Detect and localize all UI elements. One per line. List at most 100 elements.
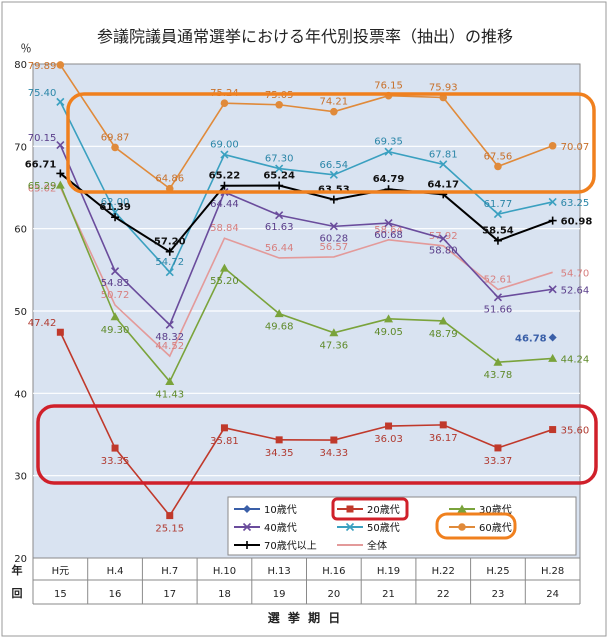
x-axis-label: 選 挙 期 日 [268, 610, 343, 625]
row-label-session: 回 [12, 586, 23, 600]
data-point [494, 162, 502, 171]
marker-square [56, 328, 64, 336]
y-tick-label: 60 [14, 225, 27, 236]
data-point [275, 211, 284, 220]
data-label: 62.00 [101, 197, 130, 208]
marker-x-b [439, 234, 448, 243]
marker-triangle [548, 353, 558, 362]
data-label: 69.35 [374, 137, 403, 148]
data-label: 47.36 [320, 341, 349, 352]
data-label: 33.37 [484, 456, 513, 467]
data-point [329, 170, 338, 179]
marker-circle [458, 523, 466, 531]
legend-label: 40歳代 [264, 522, 297, 534]
data-label: 70.15 [28, 133, 57, 144]
data-point [56, 328, 64, 336]
data-label: 60.28 [320, 233, 349, 244]
data-point [56, 97, 65, 106]
legend-label: 50歳代 [367, 522, 400, 534]
data-label: 54.72 [155, 257, 184, 268]
marker-x-b [439, 160, 448, 169]
data-label: 33.35 [101, 456, 130, 467]
data-label: 57.92 [429, 231, 458, 242]
marker-x-b [275, 164, 284, 173]
data-label: 55.20 [210, 276, 239, 287]
marker-x-b [220, 150, 229, 159]
data-point [165, 247, 174, 256]
data-label: 75.40 [28, 88, 57, 99]
legend-label: 20歳代 [367, 504, 400, 516]
data-label: 44.52 [155, 341, 184, 352]
legend-marker [243, 541, 251, 549]
marker-square [439, 421, 447, 429]
data-label: 54.83 [101, 278, 130, 289]
data-label: 63.53 [318, 185, 350, 196]
marker-square [385, 422, 393, 430]
data-label: 47.42 [28, 318, 57, 329]
data-point [548, 285, 557, 294]
data-point [219, 263, 229, 272]
x-tick-label: H.4 [107, 566, 124, 577]
data-point [166, 512, 174, 520]
data-label: 74.21 [320, 97, 349, 108]
x-tick-label: H.16 [322, 566, 345, 577]
data-label: 50.72 [101, 290, 130, 301]
data-label: 51.66 [484, 304, 513, 315]
data-label: 44.24 [561, 354, 590, 365]
data-label: 61.63 [265, 222, 294, 233]
data-label: 35.81 [210, 436, 239, 447]
marker-x-b [548, 197, 557, 206]
data-label: 65.29 [28, 181, 57, 192]
data-label: 58.64 [374, 225, 403, 236]
data-label: 67.30 [265, 154, 294, 165]
marker-circle [548, 141, 557, 150]
session-label: 19 [273, 589, 286, 600]
data-point [329, 222, 338, 231]
data-point [330, 436, 338, 444]
data-label: 41.43 [155, 390, 184, 401]
legend-label: 60歳代 [479, 522, 512, 534]
legend-marker [345, 522, 355, 532]
data-label: 43.78 [484, 370, 513, 381]
marker-x-b [110, 267, 120, 276]
data-point [439, 234, 448, 243]
session-label: 21 [382, 589, 395, 600]
x-tick-label: H.25 [486, 566, 509, 577]
highlight-box-bottom [36, 404, 598, 485]
series-全体: 65.02 50.72 44.52 58.84 56.44 56.57 58.64 57.92… [28, 183, 589, 358]
data-label: 67.56 [484, 151, 513, 162]
marker-diamond [548, 333, 557, 342]
legend-marker [242, 522, 252, 532]
marker-triangle [329, 328, 339, 337]
data-label: 52.61 [484, 275, 513, 286]
y-tick-label: 40 [14, 389, 27, 400]
legend-highlight-60s [435, 512, 517, 540]
data-label: 65.22 [209, 171, 241, 182]
data-point [439, 421, 447, 429]
marker-x-b [56, 141, 65, 150]
data-point [384, 219, 393, 228]
marker-triangle [55, 180, 65, 189]
data-point [56, 169, 65, 178]
data-point [329, 328, 339, 337]
session-label: 15 [54, 589, 67, 600]
legend-item: 全体 [337, 539, 387, 552]
data-label: 60.68 [374, 230, 403, 241]
legend-item: 40歳代 [234, 522, 297, 534]
data-point [385, 422, 393, 430]
data-label: 35.60 [561, 426, 590, 437]
data-label: 60.98 [561, 217, 593, 228]
session-label: 23 [492, 589, 505, 600]
data-label: 69.87 [101, 132, 130, 143]
marker-x-b [56, 97, 65, 106]
data-point [493, 357, 503, 366]
data-point [220, 181, 229, 190]
legend-marker [346, 505, 354, 513]
marker-x-b [493, 293, 503, 302]
data-label: 64.44 [210, 199, 239, 210]
data-label: 34.33 [320, 448, 349, 459]
legend-label: 70歳代以上 [264, 540, 317, 552]
y-tick-label: 70 [14, 142, 27, 153]
series-line [59, 101, 553, 274]
